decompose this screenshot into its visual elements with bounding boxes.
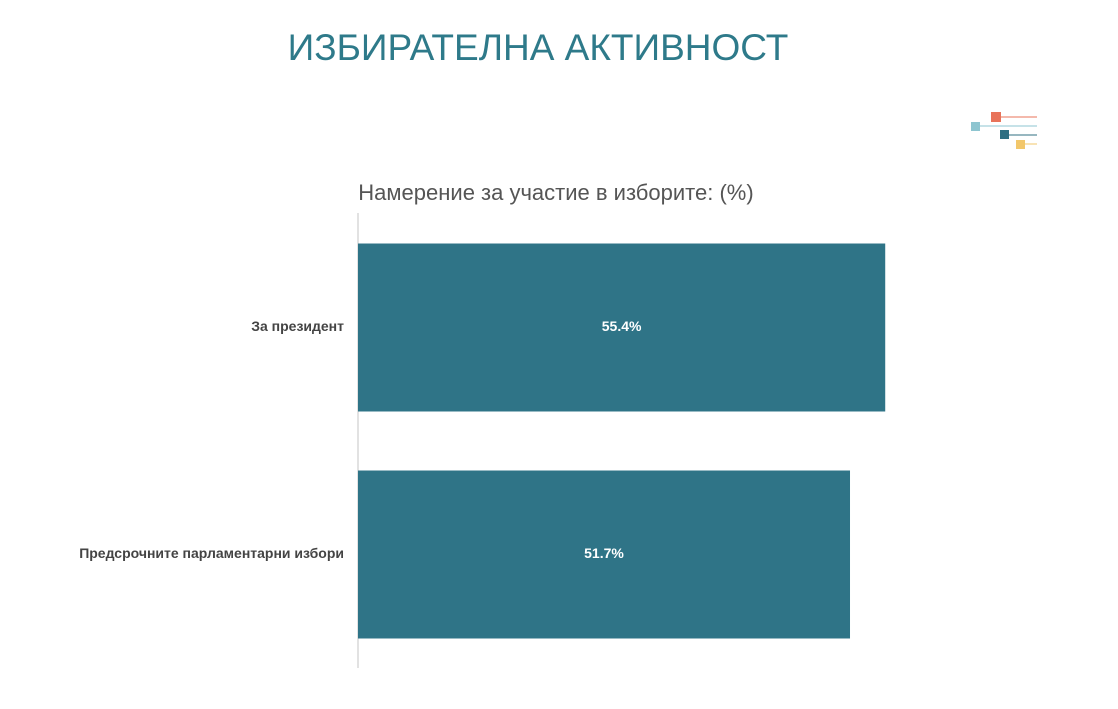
logo bbox=[971, 112, 1037, 149]
logo-square bbox=[1000, 130, 1009, 139]
logo-square bbox=[991, 112, 1001, 122]
chart-title: Намерение за участие в изборите: (%) bbox=[358, 180, 753, 205]
value-label: 55.4% bbox=[602, 318, 642, 334]
category-label: За президент bbox=[251, 318, 344, 334]
value-label: 51.7% bbox=[584, 545, 624, 561]
slide-title: ИЗБИРАТЕЛНА АКТИВНОСТ bbox=[288, 27, 789, 68]
logo-square bbox=[1016, 140, 1025, 149]
category-label: Предсрочните парламентарни избори bbox=[79, 545, 344, 561]
bar bbox=[358, 470, 851, 639]
bar bbox=[358, 243, 886, 412]
logo-square bbox=[971, 122, 980, 131]
